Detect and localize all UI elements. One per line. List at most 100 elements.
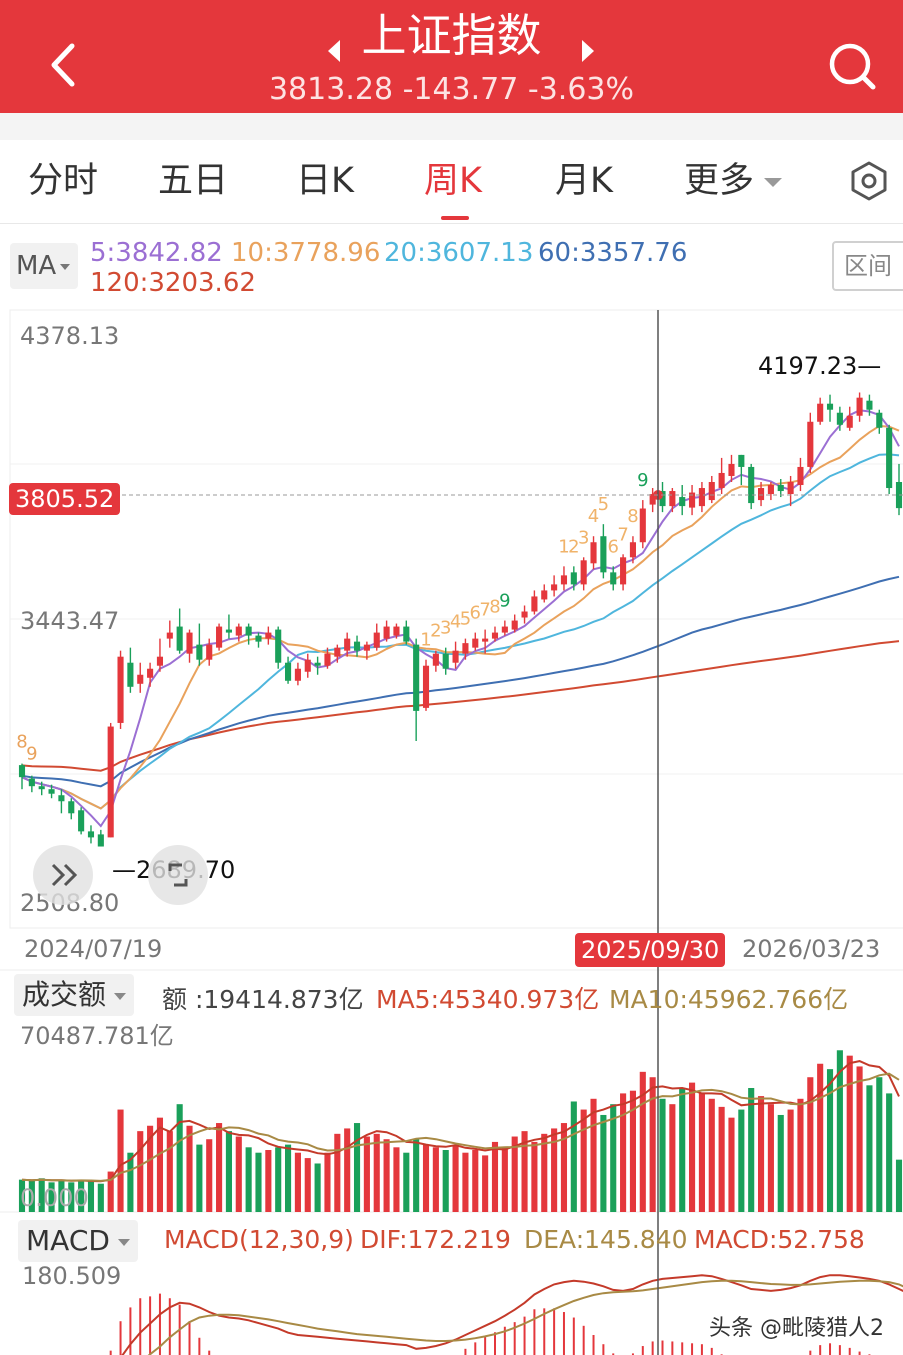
candle-body <box>245 626 252 636</box>
volume-ma10-line <box>21 1072 900 1182</box>
volume-bar <box>156 1117 164 1212</box>
candle-body <box>18 765 26 778</box>
candle-body <box>669 491 676 507</box>
volume-ma-lines <box>21 1060 900 1183</box>
volume-bar <box>807 1077 814 1212</box>
ma120-line <box>21 640 900 772</box>
td-label: 6 <box>470 603 481 624</box>
candle-body <box>127 662 134 687</box>
candle-body <box>807 421 814 467</box>
candle-body <box>521 611 528 618</box>
volume-bar <box>28 1181 35 1212</box>
candle-body <box>373 632 380 648</box>
volume-amount: 额 :19414.873亿 <box>162 985 364 1014</box>
tab-five-day[interactable]: 五日 <box>158 161 229 201</box>
range-button[interactable]: 区间 <box>832 241 903 291</box>
volume-bar <box>491 1141 499 1212</box>
volume-bar <box>353 1123 361 1212</box>
volume-bar <box>698 1093 705 1212</box>
candle-body <box>344 638 351 651</box>
candle-body <box>442 653 449 669</box>
candle-body <box>58 795 65 802</box>
candle-body <box>324 653 331 666</box>
chart-grid <box>0 309 903 1213</box>
date-end: 2026/03/23 <box>742 935 881 963</box>
ma120-value: 120:3203.62 <box>90 268 256 298</box>
volume-bar <box>255 1152 262 1212</box>
candle-body <box>659 491 666 507</box>
price-axis-top: 4378.13 <box>20 322 120 350</box>
fullscreen-button[interactable] <box>148 845 208 905</box>
volume-bar <box>373 1133 380 1212</box>
expand-panel-button[interactable] <box>33 845 93 905</box>
candle-body <box>265 632 272 639</box>
volume-bar <box>225 1131 232 1212</box>
settings-hexagon-icon[interactable] <box>848 160 890 202</box>
candle-body <box>698 488 705 507</box>
volume-bar <box>383 1139 390 1212</box>
volume-bar <box>117 1109 124 1212</box>
candle-body <box>787 482 794 495</box>
volume-bar <box>472 1150 479 1212</box>
tab-monthly-k[interactable]: 月K <box>555 161 613 201</box>
dif-line <box>121 1274 903 1355</box>
td-label: 6 <box>608 536 619 557</box>
candle-body <box>225 629 232 633</box>
candle-body <box>87 831 95 838</box>
macd-dea: DEA:145.840 <box>524 1225 688 1254</box>
volume-bar <box>738 1109 745 1212</box>
volume-bar <box>334 1133 341 1212</box>
tabs-divider <box>0 223 903 224</box>
volume-bar <box>846 1055 853 1212</box>
search-icon[interactable] <box>826 40 878 92</box>
candle-body <box>817 403 824 422</box>
crosshair-price-tag: 3805.52 <box>9 483 121 515</box>
ma-selector[interactable]: MA <box>10 243 78 289</box>
volume-axis-max: 70487.781亿 <box>20 1022 174 1050</box>
volume-bar <box>87 1181 95 1212</box>
candle-body <box>462 643 469 654</box>
tab-more[interactable]: 更多 <box>684 158 784 204</box>
td-label: 4 <box>450 612 461 633</box>
candle-body <box>353 641 361 651</box>
volume-bar <box>294 1152 301 1212</box>
candle-body <box>491 632 499 639</box>
chevron-down-icon <box>764 178 783 187</box>
volume-bar <box>265 1150 272 1212</box>
candle-body <box>531 596 538 612</box>
tab-daily-k[interactable]: 日K <box>296 161 354 201</box>
td-label: 5 <box>460 609 471 630</box>
volume-bar <box>580 1109 587 1212</box>
td-label: 1 <box>558 536 569 557</box>
macd-selector[interactable]: MACD <box>18 1220 138 1262</box>
candle-body <box>97 834 104 847</box>
volume-bar <box>107 1171 114 1212</box>
candle-body <box>334 647 341 657</box>
candle-body <box>629 542 636 558</box>
candle-body <box>68 801 75 814</box>
tab-weekly-k[interactable]: 周K <box>424 161 482 201</box>
previous-index-icon[interactable] <box>324 38 344 64</box>
back-arrow-icon[interactable] <box>44 40 84 90</box>
candle-body <box>432 653 439 666</box>
volume-bar <box>432 1147 439 1212</box>
candle-body <box>620 557 627 585</box>
volume-bar <box>639 1071 646 1212</box>
tab-intraday[interactable]: 分时 <box>28 161 99 201</box>
candle-body <box>728 463 735 476</box>
caret-down-icon <box>114 992 127 1000</box>
volume-bar <box>511 1136 518 1212</box>
page-title: 上证指数 <box>361 9 542 62</box>
volume-bar <box>344 1128 351 1212</box>
td-label: 2 <box>430 621 441 642</box>
volume-bar <box>777 1114 784 1212</box>
volume-bar <box>235 1136 242 1212</box>
next-index-icon[interactable] <box>578 38 598 64</box>
candle-body <box>708 482 715 501</box>
high-marker-value: 4197.23 <box>758 352 858 380</box>
candle-body <box>679 497 686 507</box>
volume-ma5-line <box>21 1060 900 1183</box>
volume-selector[interactable]: 成交额 <box>14 974 135 1016</box>
